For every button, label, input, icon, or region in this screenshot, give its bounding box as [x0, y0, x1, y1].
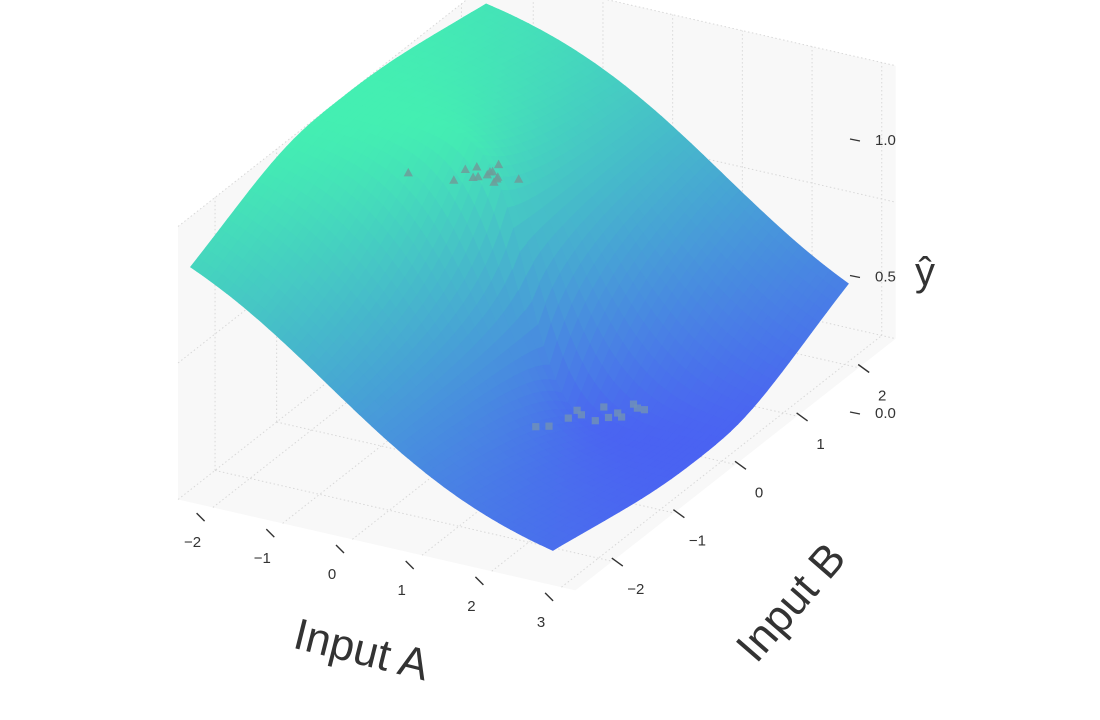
triangle-marker [472, 162, 482, 171]
x-tick-mark [196, 512, 206, 522]
y-tick-label: 1 [816, 436, 824, 453]
y-tick-label: −1 [689, 533, 706, 550]
square-marker [618, 413, 626, 421]
square-marker [577, 411, 585, 419]
square-marker [629, 400, 638, 408]
square-marker [604, 413, 613, 422]
x-tick-mark [474, 576, 484, 586]
triangle-marker [514, 174, 524, 183]
x-axis-label: Input A [289, 610, 434, 691]
y-tick-label: 0 [755, 484, 763, 501]
y-axis-label: Input B [727, 534, 855, 671]
x-tick-mark [265, 528, 275, 538]
z-tick-mark [849, 274, 861, 279]
z-axis-label: ŷ [915, 250, 935, 294]
y-tick-label: −2 [627, 581, 644, 598]
triangle-marker [494, 159, 504, 169]
x-tick-label: 2 [467, 598, 475, 615]
z-tick-mark [849, 411, 861, 415]
square-marker [564, 414, 572, 422]
triangle-marker [403, 167, 413, 177]
square-marker [573, 406, 581, 414]
x-tick-mark [544, 592, 554, 602]
y-tick-mark [734, 460, 747, 470]
surface [189, 3, 849, 551]
z-tick-label: 1.0 [875, 132, 896, 149]
surface-facet [546, 543, 561, 551]
triangle-marker [492, 174, 502, 183]
square-marker [545, 422, 553, 430]
x-tick-mark [405, 560, 415, 570]
x-tick-label: 3 [537, 614, 545, 631]
square-marker [640, 406, 648, 414]
z-tick-label: 0.0 [875, 405, 896, 422]
y-tick-mark [672, 509, 685, 519]
square-marker [633, 404, 641, 412]
y-tick-label: 2 [878, 388, 886, 405]
triangle-marker [449, 175, 459, 184]
z-tick-mark [849, 138, 861, 142]
square-marker [591, 417, 599, 425]
x-tick-mark [335, 544, 345, 554]
triangle-marker [460, 164, 470, 173]
x-tick-label: 1 [398, 582, 406, 599]
triangle-marker [473, 171, 483, 181]
y-tick-mark [857, 363, 870, 374]
square-marker [614, 409, 622, 417]
triangle-marker [488, 166, 498, 176]
x-tick-label: −1 [254, 550, 271, 567]
y-tick-mark [611, 557, 624, 567]
square-marker [600, 403, 608, 411]
data-points [403, 159, 648, 431]
x-tick-label: 0 [328, 566, 336, 583]
square-marker [532, 423, 540, 431]
z-tick-label: 0.5 [875, 269, 896, 286]
y-tick-mark [796, 412, 809, 422]
x-tick-label: −2 [184, 534, 201, 551]
